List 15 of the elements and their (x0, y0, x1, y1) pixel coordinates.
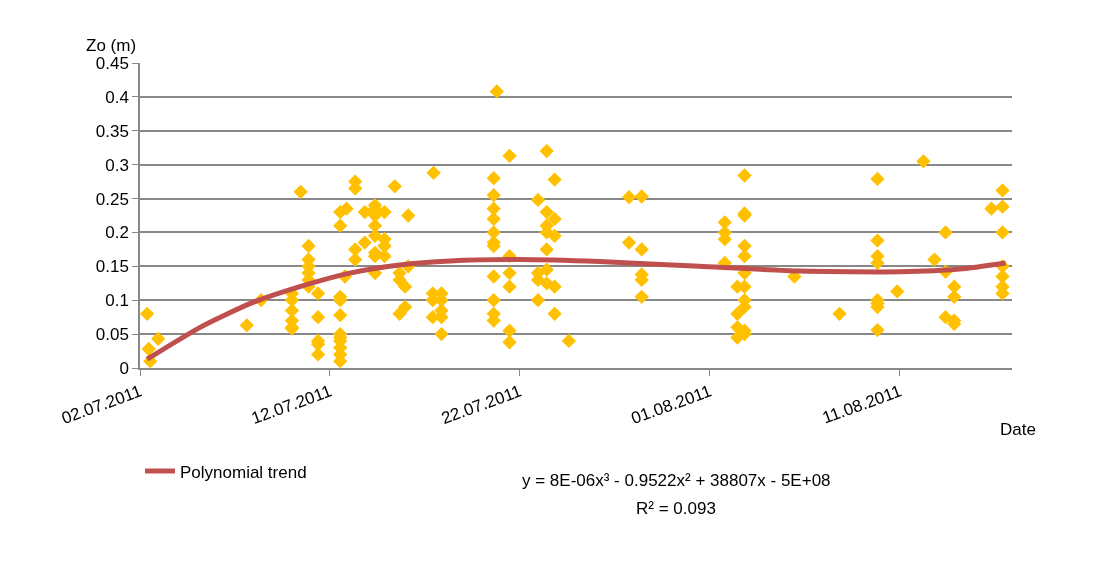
y-axis-title: Zo (m) (86, 36, 137, 55)
y-tick-label: 0.1 (105, 291, 129, 311)
y-tick-label: 0.3 (105, 155, 129, 175)
y-tick-label: 0.15 (95, 257, 129, 277)
y-tick-label: 0.25 (95, 189, 129, 209)
y-tick-label: 0.05 (95, 325, 129, 345)
y-tick-label: 0.35 (95, 121, 129, 141)
y-tick-label: 0.4 (105, 87, 129, 107)
x-axis-title: Date (1000, 420, 1036, 439)
y-tick-label: 0.2 (105, 223, 129, 243)
text: y = 8E-06x³ - 0.9522x² + 38807x - 5E+08 (522, 471, 831, 490)
legend-label: Polynomial trend (180, 462, 307, 482)
text: R² = 0.093 (636, 499, 716, 518)
y-tick-label: 0 (119, 358, 129, 378)
y-tick-label: 0.45 (95, 53, 129, 73)
